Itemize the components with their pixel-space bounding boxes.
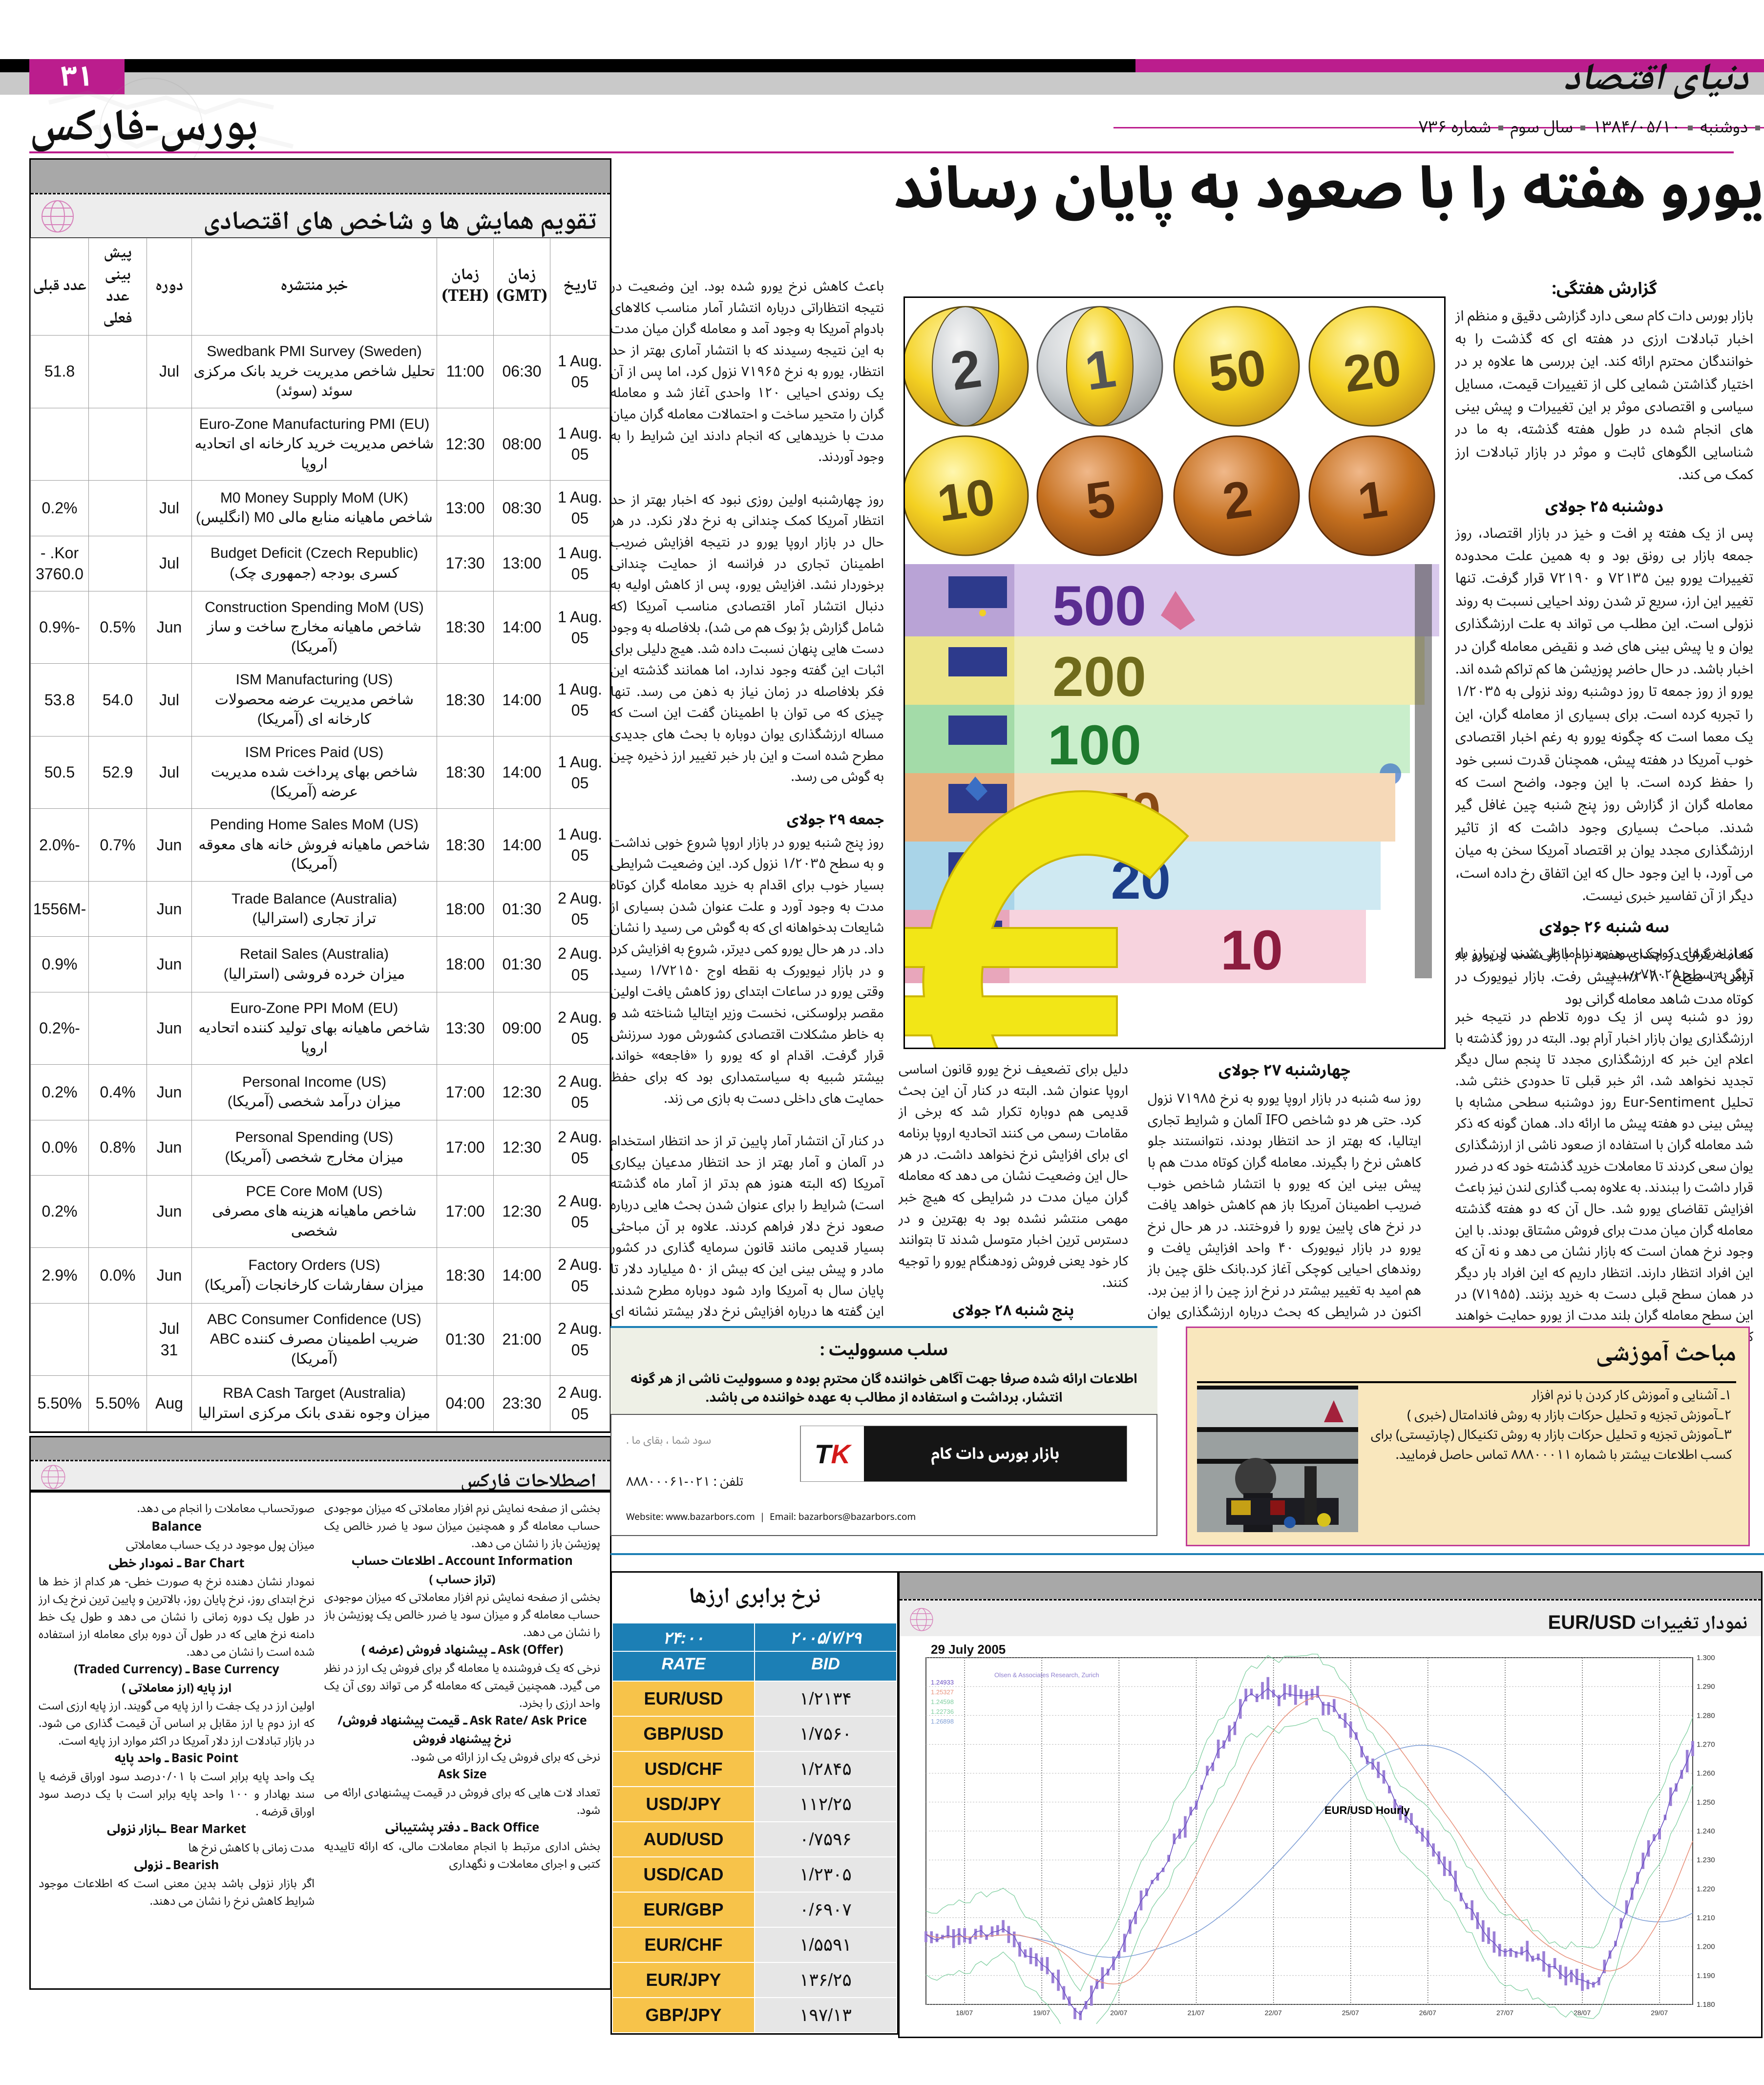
svg-text:EUR/USD Hourly: EUR/USD Hourly <box>1324 1804 1410 1816</box>
svg-text:1.25327: 1.25327 <box>931 1688 954 1696</box>
svg-text:1.210: 1.210 <box>1697 1914 1715 1922</box>
svg-text:1.180: 1.180 <box>1697 2001 1715 2009</box>
svg-text:29 July 2005: 29 July 2005 <box>931 1643 1006 1657</box>
svg-text:26/07: 26/07 <box>1419 2009 1436 2017</box>
svg-text:500: 500 <box>1052 575 1146 637</box>
svg-text:27/07: 27/07 <box>1496 2009 1513 2017</box>
svg-text:29/07: 29/07 <box>1651 2009 1668 2017</box>
svg-text:1.260: 1.260 <box>1697 1769 1715 1778</box>
svg-text:20: 20 <box>1340 338 1405 403</box>
svg-text:1.240: 1.240 <box>1697 1827 1715 1835</box>
svg-text:100: 100 <box>1048 714 1141 777</box>
svg-text:1.230: 1.230 <box>1697 1856 1715 1864</box>
svg-text:28/07: 28/07 <box>1574 2009 1591 2017</box>
svg-text:1.24598: 1.24598 <box>931 1698 954 1706</box>
svg-text:25/07: 25/07 <box>1342 2009 1359 2017</box>
svg-text:1.250: 1.250 <box>1697 1798 1715 1807</box>
svg-text:1.280: 1.280 <box>1697 1711 1715 1720</box>
svg-text:200: 200 <box>1052 646 1146 708</box>
svg-text:1.22736: 1.22736 <box>931 1708 954 1715</box>
svg-text:10: 10 <box>934 468 998 532</box>
svg-text:50: 50 <box>1205 338 1269 403</box>
svg-text:1.190: 1.190 <box>1697 1972 1715 1980</box>
svg-text:1.24933: 1.24933 <box>931 1679 954 1686</box>
svg-text:21/07: 21/07 <box>1188 2009 1205 2017</box>
svg-text:18/07: 18/07 <box>956 2009 973 2017</box>
svg-text:1.290: 1.290 <box>1697 1683 1715 1691</box>
svg-text:1.270: 1.270 <box>1697 1741 1715 1749</box>
svg-text:20/07: 20/07 <box>1110 2009 1127 2017</box>
svg-text:1.200: 1.200 <box>1697 1943 1715 1951</box>
svg-text:10: 10 <box>1220 919 1283 982</box>
svg-text:22/07: 22/07 <box>1265 2009 1282 2017</box>
svg-text:19/07: 19/07 <box>1033 2009 1050 2017</box>
svg-text:1.26898: 1.26898 <box>931 1718 954 1725</box>
svg-text:1.300: 1.300 <box>1697 1654 1715 1662</box>
svg-text:Olsen & Associates Research, Z: Olsen & Associates Research, Zurich <box>994 1671 1099 1679</box>
svg-text:1.220: 1.220 <box>1697 1885 1715 1893</box>
